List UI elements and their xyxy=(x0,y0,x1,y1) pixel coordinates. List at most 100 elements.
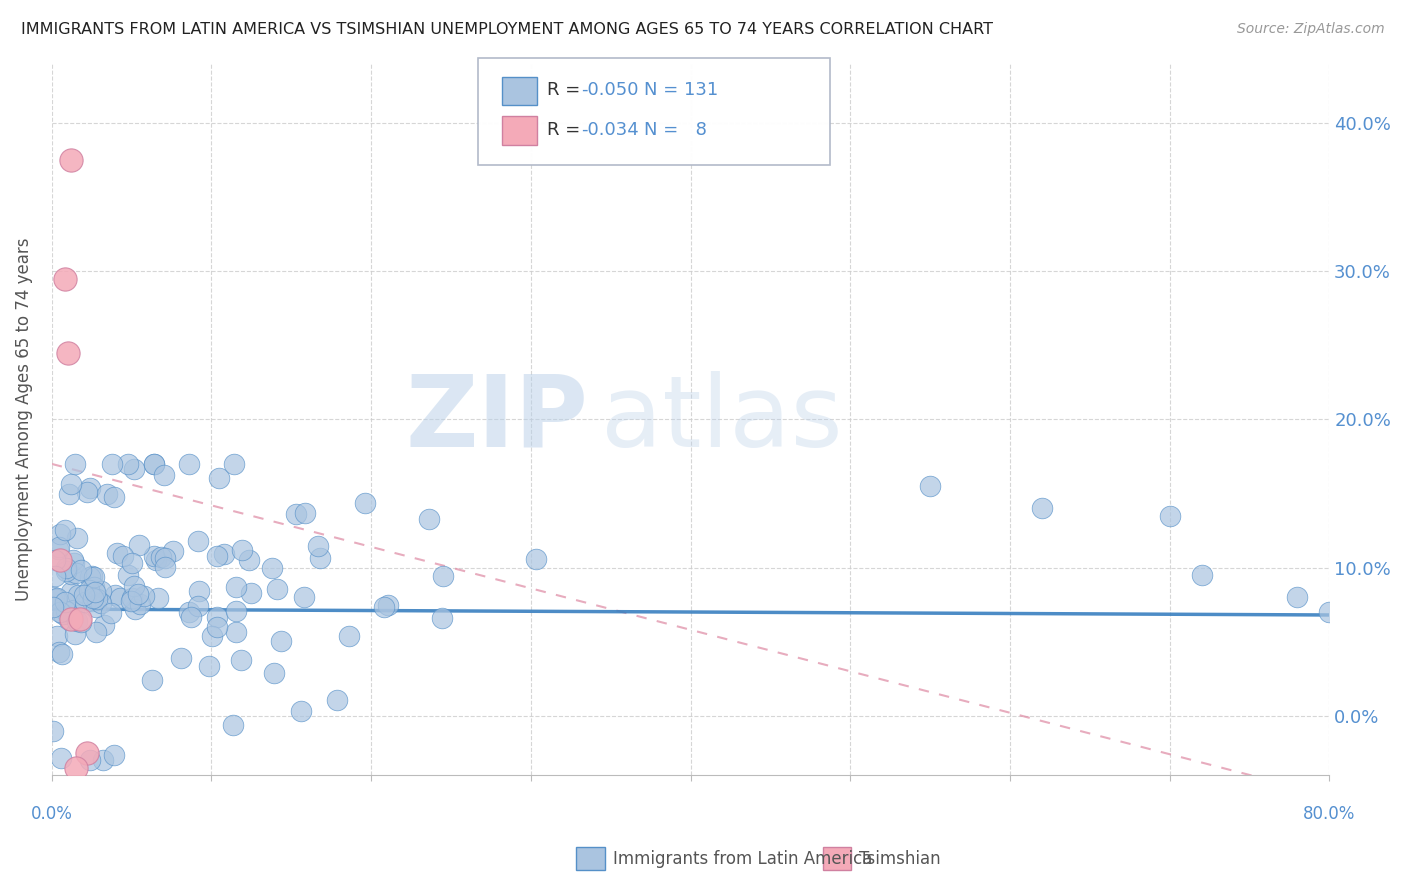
Point xyxy=(325,693,347,707)
Point xyxy=(918,479,941,493)
Point xyxy=(207,471,229,485)
Point xyxy=(266,582,288,596)
Point xyxy=(105,546,128,560)
Point xyxy=(153,560,176,574)
Text: R =: R = xyxy=(547,121,586,139)
Point xyxy=(79,481,101,495)
Point xyxy=(292,590,315,604)
Point xyxy=(84,625,107,640)
Text: Source: ZipAtlas.com: Source: ZipAtlas.com xyxy=(1237,22,1385,37)
Point xyxy=(120,593,142,607)
Point xyxy=(146,591,169,605)
Point xyxy=(59,153,82,168)
Point xyxy=(53,523,76,537)
Point xyxy=(240,586,263,600)
Text: R =: R = xyxy=(547,81,586,99)
Point xyxy=(100,607,122,621)
Point xyxy=(177,605,200,619)
Point xyxy=(108,591,131,605)
Point xyxy=(524,551,547,566)
Point xyxy=(142,457,165,471)
Point xyxy=(225,580,247,594)
Point xyxy=(124,602,146,616)
Point xyxy=(53,595,76,609)
Point xyxy=(153,468,176,483)
Point xyxy=(83,585,105,599)
Point xyxy=(42,599,65,614)
Point xyxy=(132,589,155,603)
Text: 0.0%: 0.0% xyxy=(31,805,73,823)
Point xyxy=(42,723,65,738)
Point xyxy=(122,462,145,476)
Point xyxy=(49,751,72,765)
Point xyxy=(83,570,105,584)
Point xyxy=(373,600,395,615)
Point xyxy=(117,457,139,471)
Text: IMMIGRANTS FROM LATIN AMERICA VS TSIMSHIAN UNEMPLOYMENT AMONG AGES 65 TO 74 YEAR: IMMIGRANTS FROM LATIN AMERICA VS TSIMSHI… xyxy=(21,22,993,37)
Point xyxy=(103,747,125,762)
Point xyxy=(162,544,184,558)
Point xyxy=(55,561,77,575)
Text: 80.0%: 80.0% xyxy=(1303,805,1355,823)
Point xyxy=(377,599,399,613)
Point xyxy=(91,753,114,767)
Point xyxy=(63,603,86,617)
Point xyxy=(44,553,66,567)
Y-axis label: Unemployment Among Ages 65 to 74 years: Unemployment Among Ages 65 to 74 years xyxy=(15,238,32,601)
Point xyxy=(104,588,127,602)
Point xyxy=(307,539,329,553)
Point xyxy=(121,591,143,605)
Point xyxy=(124,579,146,593)
Point xyxy=(103,490,125,504)
Point xyxy=(238,553,260,567)
Point xyxy=(1031,501,1053,516)
Point xyxy=(58,487,80,501)
Point xyxy=(51,647,73,661)
Point xyxy=(65,760,87,774)
Point xyxy=(179,457,201,471)
Point xyxy=(86,591,108,606)
Point xyxy=(231,543,253,558)
Point xyxy=(90,583,112,598)
Point xyxy=(229,653,252,667)
Point xyxy=(432,569,454,583)
Point xyxy=(44,569,66,583)
Point xyxy=(198,658,221,673)
Point xyxy=(69,615,91,629)
Point xyxy=(62,553,84,567)
Point xyxy=(48,645,70,659)
Point xyxy=(49,605,72,619)
Point xyxy=(48,553,70,567)
Text: ZIP: ZIP xyxy=(405,371,588,468)
Point xyxy=(55,604,77,618)
Point xyxy=(65,614,87,628)
Point xyxy=(121,556,143,570)
Point xyxy=(262,561,284,575)
Point xyxy=(101,457,124,471)
Point xyxy=(63,457,86,471)
Point xyxy=(270,634,292,648)
Point xyxy=(59,584,82,599)
Text: N = 131: N = 131 xyxy=(644,81,718,99)
Point xyxy=(77,582,100,597)
Point xyxy=(430,611,453,625)
Point xyxy=(145,553,167,567)
Point xyxy=(222,457,245,471)
Point xyxy=(56,346,79,360)
Point xyxy=(187,533,209,548)
Point xyxy=(59,612,82,626)
Point xyxy=(82,591,104,605)
Point xyxy=(58,613,80,627)
Point xyxy=(96,487,118,501)
Point xyxy=(76,746,98,760)
Point xyxy=(55,564,77,578)
Point xyxy=(153,550,176,565)
Point xyxy=(309,551,332,566)
Point xyxy=(79,753,101,767)
Point xyxy=(294,506,316,520)
Point xyxy=(73,588,96,602)
Point xyxy=(418,511,440,525)
Point xyxy=(187,583,209,598)
Point xyxy=(142,549,165,563)
Point xyxy=(67,588,90,602)
